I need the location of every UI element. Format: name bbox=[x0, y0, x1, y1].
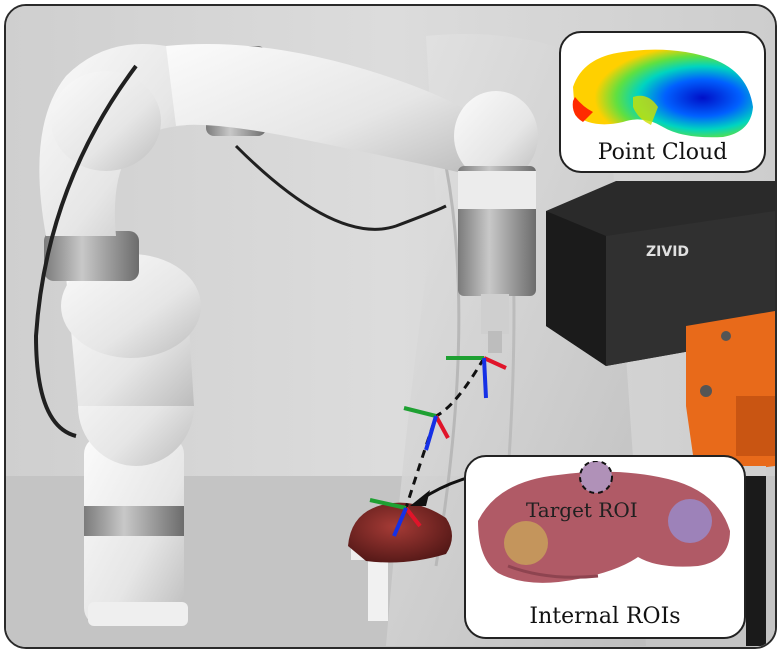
internal-roi-right bbox=[668, 499, 712, 543]
camera-brand-text: ZIVID bbox=[646, 244, 689, 260]
point-cloud-callout: Point Cloud bbox=[559, 31, 766, 173]
target-roi-label: Target ROI bbox=[526, 498, 638, 522]
organ-model-image bbox=[478, 461, 730, 583]
target-roi-circle bbox=[579, 461, 613, 494]
internal-rois-label: Internal ROIs bbox=[529, 604, 681, 629]
figure-frame: ZIVID bbox=[4, 4, 777, 649]
point-cloud-label: Point Cloud bbox=[597, 140, 728, 165]
internal-rois-callout: Internal ROIs bbox=[464, 455, 746, 639]
internal-roi-left bbox=[504, 521, 548, 565]
point-cloud-image bbox=[572, 49, 753, 138]
